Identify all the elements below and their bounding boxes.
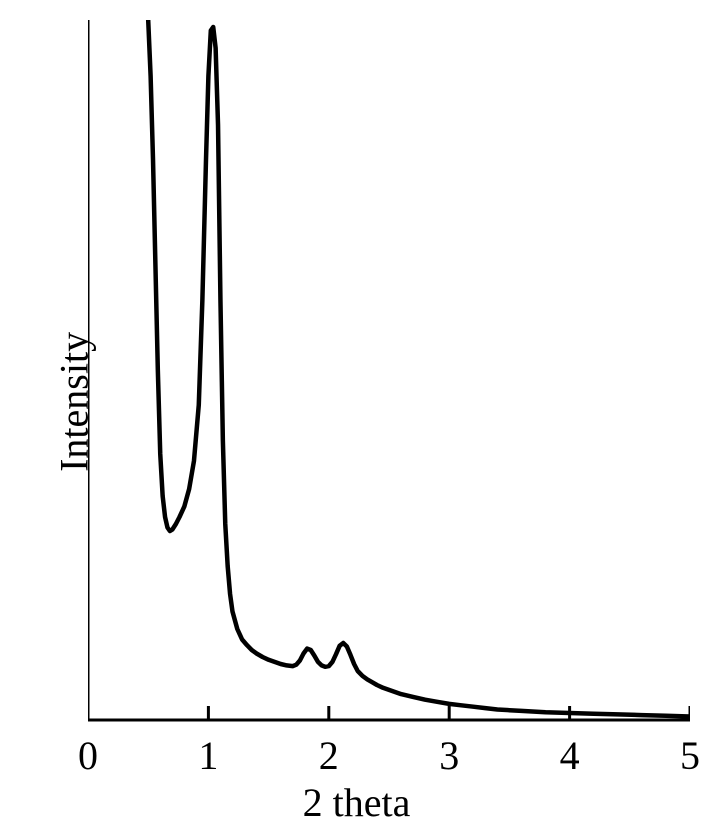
x-tick-label: 4 (560, 732, 580, 779)
x-tick-label: 2 (319, 732, 339, 779)
x-tick-label: 5 (680, 732, 700, 779)
x-tick-label: 1 (198, 732, 218, 779)
x-axis-label: 2 theta (0, 779, 713, 826)
x-tick-label: 0 (78, 732, 98, 779)
xrd-chart (88, 20, 690, 760)
chart-container: Intensity 2 theta 012345 (0, 0, 713, 832)
x-tick-label: 3 (439, 732, 459, 779)
